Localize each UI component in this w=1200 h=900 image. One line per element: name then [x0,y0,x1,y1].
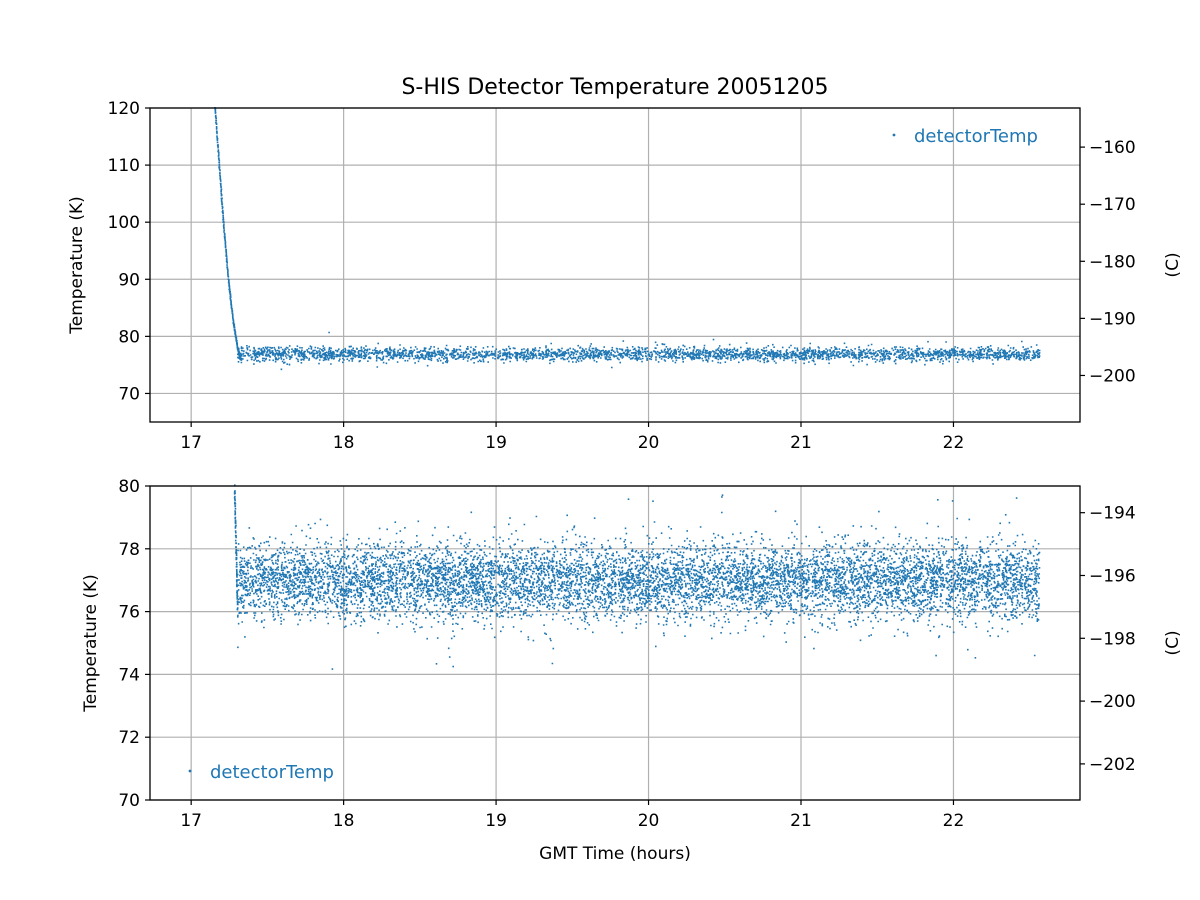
right-y-tick-label: −190 [1089,309,1136,329]
bottom-ticks: 17 18 19 20 21 22 70 72 74 76 78 80 −194 −196 −198 −200… [118,477,1135,831]
y-tick-label: 72 [118,728,140,748]
top-panel: 17 18 19 20 21 22 70 80 90 100 110 120 −160 −170 −180 −… [67,99,1183,453]
y-tick-label: 100 [108,213,140,233]
x-tick-label: 18 [333,433,355,453]
x-tick-label: 19 [485,811,507,831]
right-y-tick-label: −180 [1089,252,1136,272]
x-tick-label: 19 [485,433,507,453]
bottom-legend-marker [188,769,192,773]
bottom-xlabel: GMT Time (hours) [539,844,691,864]
bottom-left-ylabel: Temperature (K) [81,574,101,713]
y-tick-label: 76 [118,603,140,623]
y-tick-label: 80 [118,327,140,347]
top-plot-frame [149,107,1081,423]
x-tick-label: 20 [638,433,660,453]
bottom-legend: detectorTemp [188,762,334,783]
bottom-plot-frame [149,485,1081,801]
x-tick-label: 21 [790,811,812,831]
bottom-panel: 17 18 19 20 21 22 70 72 74 76 78 80 −194 −196 −198 −200… [81,477,1183,864]
top-ticks: 17 18 19 20 21 22 70 80 90 100 110 120 −160 −170 −180 −… [108,99,1136,453]
y-tick-label: 80 [118,477,140,497]
right-y-tick-label: −196 [1089,566,1136,586]
bottom-scatter-points [233,484,1041,670]
y-tick-label: 70 [118,791,140,811]
y-tick-label: 90 [118,270,140,290]
x-tick-label: 18 [333,811,355,831]
top-legend: detectorTemp [892,126,1038,147]
y-tick-label: 74 [118,665,140,685]
x-tick-label: 17 [180,811,202,831]
y-tick-label: 110 [108,156,140,176]
x-tick-label: 20 [638,811,660,831]
top-legend-marker [892,133,896,137]
top-grid [150,107,1080,422]
chart-title: S-HIS Detector Temperature 20051205 [401,75,828,100]
y-tick-label: 70 [118,384,140,404]
top-legend-label: detectorTemp [914,126,1038,147]
top-right-ylabel: (C) [1163,252,1183,277]
bottom-right-ylabel: (C) [1163,630,1183,655]
x-tick-label: 21 [790,433,812,453]
right-y-tick-label: −198 [1089,629,1136,649]
x-tick-label: 17 [180,433,202,453]
right-y-tick-label: −160 [1089,138,1136,158]
top-left-ylabel: Temperature (K) [67,196,87,335]
detectorTemp-points [233,484,1041,670]
right-y-tick-label: −200 [1089,366,1136,386]
y-tick-label: 120 [108,99,140,119]
right-y-tick-label: −194 [1089,504,1136,524]
right-y-tick-label: −202 [1089,755,1136,775]
x-tick-label: 22 [943,433,965,453]
right-y-tick-label: −170 [1089,195,1136,215]
y-tick-label: 78 [118,540,140,560]
x-tick-label: 22 [943,811,965,831]
bottom-legend-label: detectorTemp [210,762,334,783]
right-y-tick-label: −200 [1089,692,1136,712]
